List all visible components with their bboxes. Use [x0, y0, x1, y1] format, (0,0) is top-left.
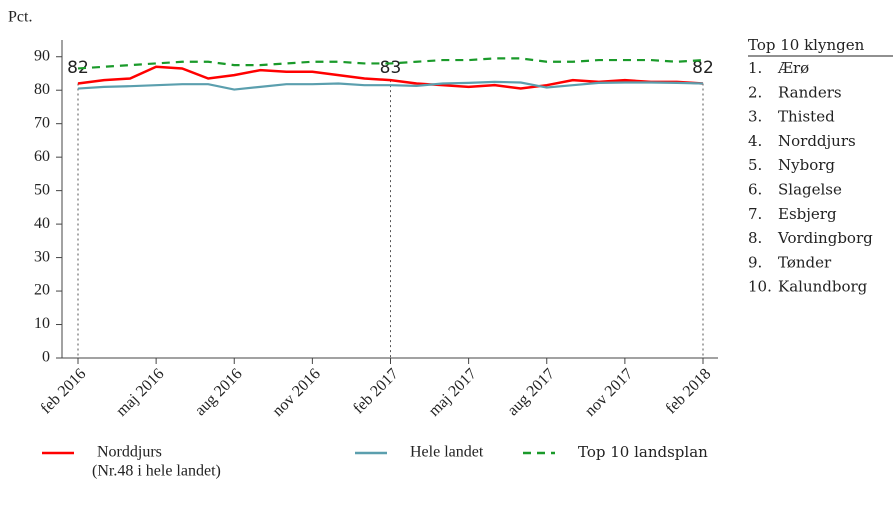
side-rank: 7. [748, 205, 762, 223]
x-tick-label: nov 2016 [269, 365, 323, 419]
side-name: Tønder [778, 253, 832, 271]
side-rank: 10. [748, 278, 772, 296]
side-name: Vordingborg [777, 229, 873, 247]
y-tick-label: 10 [34, 315, 50, 332]
x-tick-label: feb 2017 [350, 365, 402, 417]
side-name: Randers [778, 83, 842, 101]
y-tick-label: 60 [34, 148, 50, 165]
side-rank: 5. [748, 156, 762, 174]
side-rank: 4. [748, 132, 762, 150]
legend-label: Norddjurs [97, 444, 162, 461]
series-line [77, 80, 704, 91]
y-tick-label: 20 [34, 282, 50, 299]
x-tick-label: aug 2017 [504, 365, 558, 419]
series-line [77, 57, 704, 70]
side-rank: 3. [748, 108, 762, 126]
y-axis-label: Pct. [8, 9, 32, 26]
x-tick-label: maj 2016 [113, 365, 167, 419]
side-name: Esbjerg [778, 205, 837, 223]
side-rank: 6. [748, 181, 762, 199]
y-tick-label: 80 [34, 81, 50, 98]
y-tick-label: 0 [42, 349, 50, 366]
side-name: Slagelse [778, 181, 842, 199]
side-name: Norddjurs [778, 132, 856, 150]
side-name: Ærø [777, 59, 809, 77]
y-tick-label: 70 [34, 114, 50, 131]
side-rank: 2. [748, 83, 762, 101]
y-tick-label: 40 [34, 215, 50, 232]
data-label: 82 [692, 58, 714, 78]
y-tick-label: 90 [34, 47, 50, 64]
side-rank: 1. [748, 59, 762, 77]
side-name: Nyborg [778, 156, 835, 174]
side-title: Top 10 klyngen [748, 36, 865, 54]
side-name: Thisted [778, 108, 835, 126]
y-tick-label: 50 [34, 181, 50, 198]
x-tick-label: feb 2016 [37, 365, 89, 417]
side-name: Kalundborg [778, 278, 868, 296]
legend-label: Hele landet [410, 444, 484, 461]
side-rank: 9. [748, 253, 762, 271]
y-tick-label: 30 [34, 248, 50, 265]
legend-label: Top 10 landsplan [578, 443, 708, 461]
x-tick-label: nov 2017 [582, 365, 636, 419]
x-tick-label: aug 2016 [192, 365, 246, 419]
side-rank: 8. [748, 229, 762, 247]
side-panel: Top 10 klyngen 1. Ærø 2. Randers 3. Thisted 4. N… [748, 36, 893, 296]
x-tick-label: feb 2018 [662, 365, 714, 417]
data-label: 83 [380, 58, 402, 78]
x-tick-label: maj 2017 [426, 365, 480, 419]
legend-note: (Nr.48 i hele landet) [92, 463, 221, 480]
